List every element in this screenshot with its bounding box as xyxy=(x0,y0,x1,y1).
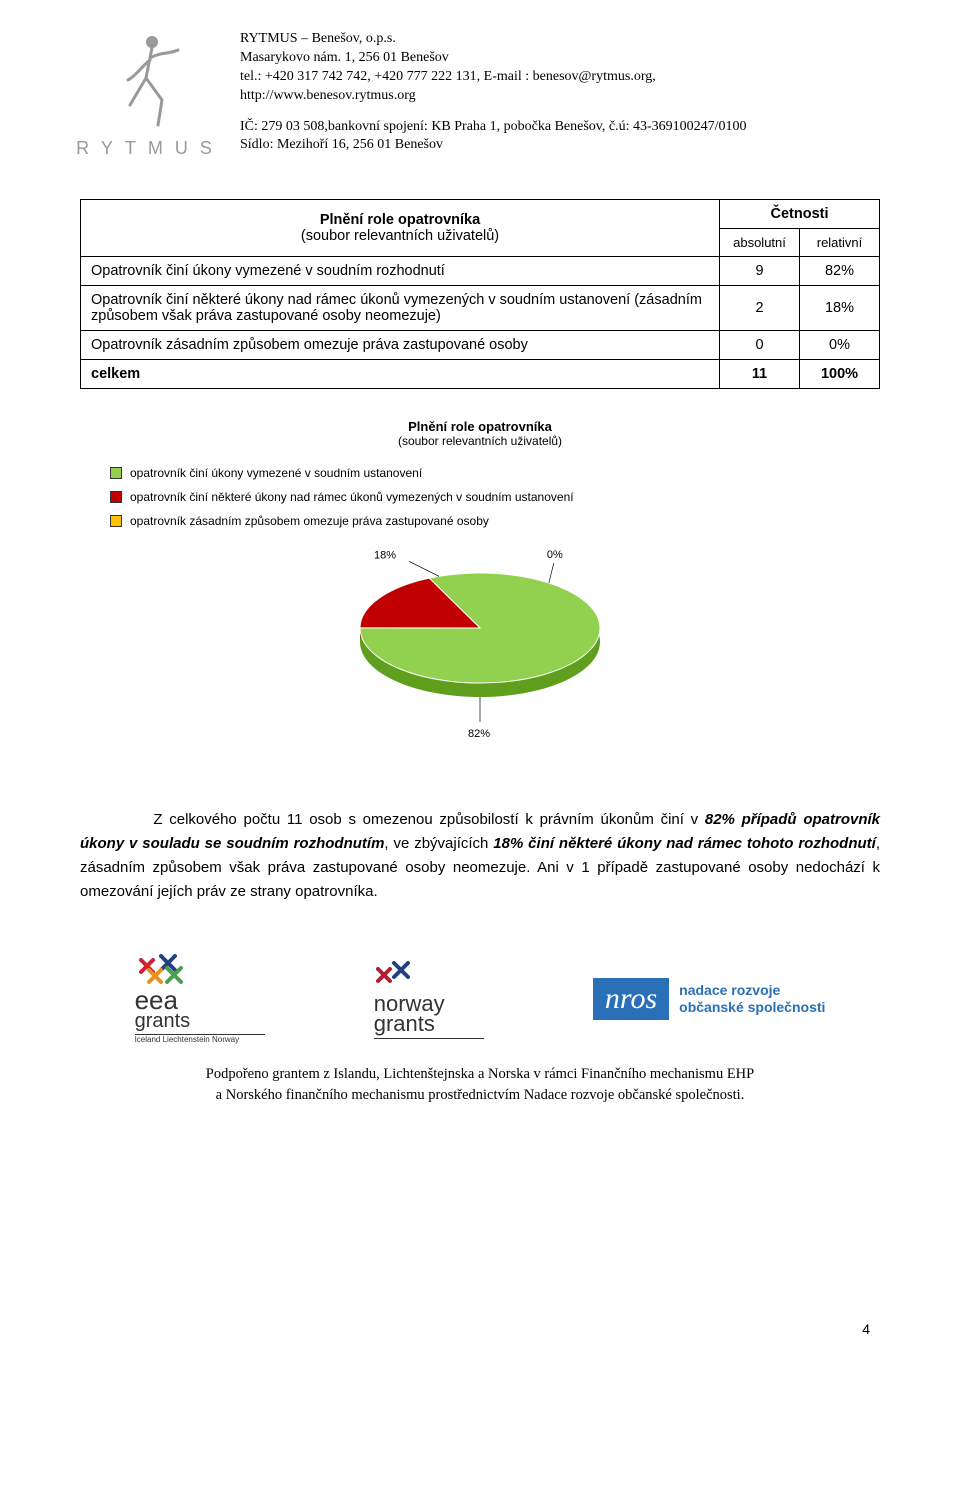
table-title-cell: Plnění role opatrovníka (soubor relevant… xyxy=(81,200,720,257)
pie-chart-block: Plnění role opatrovníka (soubor relevant… xyxy=(80,419,880,768)
table-row: Opatrovník činí některé úkony nad rámec … xyxy=(81,286,880,331)
legend-item: opatrovník činí úkony vymezené v soudním… xyxy=(110,466,880,480)
row-label: Opatrovník činí některé úkony nad rámec … xyxy=(81,286,720,331)
org-tel: tel.: +420 317 742 742, +420 777 222 131… xyxy=(240,68,880,87)
pie-chart: 18% 0% 82% xyxy=(80,538,880,768)
eea-title: eea xyxy=(135,989,265,1012)
table-row-total: celkem 11 100% xyxy=(81,360,880,389)
eea-grants-logo: eea grants Iceland Liechtenstein Norway xyxy=(135,954,265,1044)
rytmus-figure-icon xyxy=(110,30,190,130)
nros-script: nros xyxy=(593,978,669,1020)
legend-label: opatrovník činí některé úkony nad rámec … xyxy=(130,490,574,504)
row-rel: 82% xyxy=(800,257,880,286)
svg-text:82%: 82% xyxy=(468,728,490,740)
legend-label: opatrovník zásadním způsobem omezuje prá… xyxy=(130,514,489,528)
document-header: RYTMUS RYTMUS – Benešov, o.p.s. Masaryko… xyxy=(80,30,880,159)
row-rel: 0% xyxy=(800,331,880,360)
chart-title: Plnění role opatrovníka xyxy=(80,419,880,434)
chart-legend: opatrovník činí úkony vymezené v soudním… xyxy=(110,466,880,528)
footer-line1: Podpořeno grantem z Islandu, Lichtenštej… xyxy=(80,1064,880,1084)
nros-line1: nadace rozvoje xyxy=(679,982,825,999)
logo-text: RYTMUS xyxy=(76,138,224,159)
table-col-rel: relativní xyxy=(800,229,880,257)
table-row: Opatrovník zásadním způsobem omezuje prá… xyxy=(81,331,880,360)
body-span: , ve zbývajících xyxy=(384,835,493,852)
legend-swatch-icon xyxy=(110,515,122,527)
footer-logos: eea grants Iceland Liechtenstein Norway … xyxy=(80,954,880,1044)
table-title-main: Plnění role opatrovníka xyxy=(91,212,709,228)
eea-small: Iceland Liechtenstein Norway xyxy=(135,1035,265,1044)
org-address: Masarykovo nám. 1, 256 01 Benešov xyxy=(240,49,880,68)
norway-subtitle: grants xyxy=(374,1014,484,1034)
eea-crosses-icon xyxy=(135,954,185,984)
body-span xyxy=(80,808,153,832)
footer-line2: a Norského finančního mechanismu prostře… xyxy=(80,1085,880,1105)
page-number: 4 xyxy=(862,1321,870,1337)
nros-line2: občanské společnosti xyxy=(679,999,825,1016)
body-paragraph: Z celkového počtu 11 osob s omezenou způ… xyxy=(80,808,880,904)
row-abs: 9 xyxy=(720,257,800,286)
row-abs: 2 xyxy=(720,286,800,331)
row-abs: 0 xyxy=(720,331,800,360)
norway-grants-logo: norway grants xyxy=(374,959,484,1039)
svg-text:0%: 0% xyxy=(547,549,563,561)
org-sidlo: Sídlo: Mezihoří 16, 256 01 Benešov xyxy=(240,136,880,155)
body-span: Z celkového počtu 11 osob s omezenou způ… xyxy=(153,811,705,828)
total-rel: 100% xyxy=(800,360,880,389)
legend-swatch-icon xyxy=(110,467,122,479)
legend-item: opatrovník zásadním způsobem omezuje prá… xyxy=(110,514,880,528)
body-span-bold: 18% činí některé úkony nad rámec tohoto … xyxy=(493,835,876,852)
svg-text:18%: 18% xyxy=(374,549,396,561)
org-url: http://www.benesov.rytmus.org xyxy=(240,87,880,106)
org-info: RYTMUS – Benešov, o.p.s. Masarykovo nám.… xyxy=(240,30,880,159)
org-name: RYTMUS – Benešov, o.p.s. xyxy=(240,30,880,49)
total-label: celkem xyxy=(81,360,720,389)
footer-text: Podpořeno grantem z Islandu, Lichtenštej… xyxy=(80,1064,880,1105)
eea-subtitle: grants xyxy=(135,1012,265,1030)
row-rel: 18% xyxy=(800,286,880,331)
row-label: Opatrovník zásadním způsobem omezuje prá… xyxy=(81,331,720,360)
legend-item: opatrovník činí některé úkony nad rámec … xyxy=(110,490,880,504)
table-col-group: Četnosti xyxy=(720,200,880,229)
table-col-abs: absolutní xyxy=(720,229,800,257)
total-abs: 11 xyxy=(720,360,800,389)
nros-logo: nros nadace rozvoje občanské společnosti xyxy=(593,978,826,1020)
legend-label: opatrovník činí úkony vymezené v soudním… xyxy=(130,466,422,480)
table-title-sub: (soubor relevantních uživatelů) xyxy=(91,228,709,244)
row-label: Opatrovník činí úkony vymezené v soudním… xyxy=(81,257,720,286)
frequency-table: Plnění role opatrovníka (soubor relevant… xyxy=(80,199,880,389)
org-ic: IČ: 279 03 508,bankovní spojení: KB Prah… xyxy=(240,118,880,137)
logo-block: RYTMUS xyxy=(80,30,220,159)
norway-crosses-icon xyxy=(374,959,414,989)
table-row: Opatrovník činí úkony vymezené v soudním… xyxy=(81,257,880,286)
chart-subtitle: (soubor relevantních uživatelů) xyxy=(80,434,880,448)
legend-swatch-icon xyxy=(110,491,122,503)
